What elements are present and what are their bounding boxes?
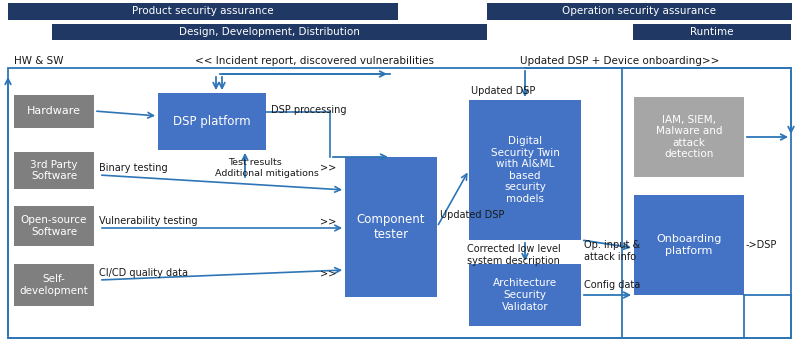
Text: >>: >> [320,268,336,278]
Text: Component
tester: Component tester [357,213,426,241]
Text: Hardware: Hardware [27,107,81,117]
Text: DSP platform: DSP platform [173,115,251,128]
FancyBboxPatch shape [14,206,94,246]
FancyBboxPatch shape [14,264,94,306]
Text: Operation security assurance: Operation security assurance [562,7,717,17]
Text: Digital
Security Twin
with AI&ML
based
security
models: Digital Security Twin with AI&ML based s… [490,136,559,204]
FancyBboxPatch shape [14,152,94,189]
Text: Binary testing: Binary testing [99,163,168,173]
Text: Updated DSP: Updated DSP [471,86,535,96]
FancyBboxPatch shape [14,95,94,128]
FancyBboxPatch shape [52,24,487,40]
FancyBboxPatch shape [634,195,744,295]
Text: Op. input &
attack info: Op. input & attack info [584,240,640,262]
FancyBboxPatch shape [469,264,581,326]
FancyBboxPatch shape [634,97,744,177]
Text: Updated DSP: Updated DSP [440,210,504,220]
Text: Product security assurance: Product security assurance [132,7,274,17]
FancyBboxPatch shape [158,93,266,150]
Text: Design, Development, Distribution: Design, Development, Distribution [179,27,360,37]
Text: << Incident report, discovered vulnerabilities: << Incident report, discovered vulnerabi… [195,56,434,66]
Text: >>: >> [320,216,336,226]
Text: Test results: Test results [228,158,282,167]
Text: Updated DSP + Device onboarding>>: Updated DSP + Device onboarding>> [520,56,719,66]
Text: CI/CD quality data: CI/CD quality data [99,268,188,278]
Text: >>: >> [320,163,336,173]
Text: Vulnerability testing: Vulnerability testing [99,216,198,226]
Text: Additional mitigations: Additional mitigations [215,169,319,178]
Text: Open-source
Software: Open-source Software [21,215,87,237]
Text: Config data: Config data [584,280,640,290]
Text: Self-
development: Self- development [20,274,88,296]
Text: IAM, SIEM,
Malware and
attack
detection: IAM, SIEM, Malware and attack detection [656,115,722,159]
FancyBboxPatch shape [633,24,791,40]
FancyBboxPatch shape [345,157,437,297]
Text: DSP processing: DSP processing [271,105,346,115]
Text: Corrected low level
system description: Corrected low level system description [467,244,561,266]
FancyBboxPatch shape [469,100,581,240]
Text: HW & SW: HW & SW [14,56,63,66]
FancyBboxPatch shape [487,3,792,20]
Text: Architecture
Security
Validator: Architecture Security Validator [493,278,557,312]
FancyBboxPatch shape [8,3,398,20]
Text: ->DSP: ->DSP [746,240,778,250]
Text: 3rd Party
Software: 3rd Party Software [30,160,78,181]
Text: Runtime: Runtime [690,27,734,37]
Text: Onboarding
platform: Onboarding platform [656,234,722,256]
